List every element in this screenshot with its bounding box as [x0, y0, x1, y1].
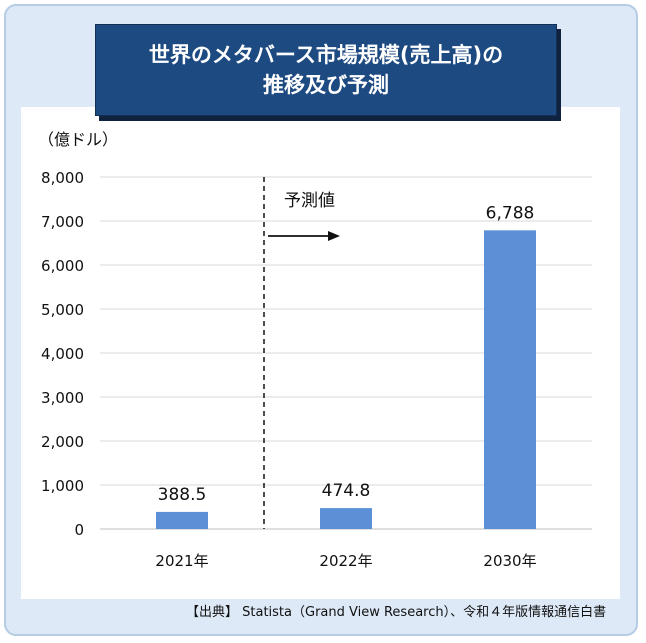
y-tick-label: 8,000 — [41, 169, 84, 187]
x-tick-label: 2021年 — [155, 552, 208, 570]
bar — [484, 230, 536, 529]
y-tick-label: 1,000 — [41, 477, 84, 495]
data-label: 388.5 — [158, 485, 207, 505]
chart-title-line2: 推移及び予測 — [263, 73, 389, 97]
data-label: 6,788 — [486, 203, 535, 223]
y-tick-label: 6,000 — [41, 257, 84, 275]
y-tick-label: 7,000 — [41, 213, 84, 231]
x-tick-label: 2022年 — [319, 552, 372, 570]
source-note: 【出典】 Statista（Grand View Research）、令和４年版… — [186, 605, 607, 620]
x-tick-label: 2030年 — [483, 552, 536, 570]
y-axis-unit-label: （億ドル） — [38, 130, 118, 149]
y-tick-label: 5,000 — [41, 301, 84, 319]
forecast-arrow-head-icon — [328, 231, 340, 241]
bar — [156, 511, 208, 529]
chart-title-line1: 世界のメタバース市場規模(売上高)の — [148, 43, 504, 67]
y-tick-label: 3,000 — [41, 389, 84, 407]
chart-title-box: 世界のメタバース市場規模(売上高)の 推移及び予測 — [95, 24, 557, 116]
data-label: 474.8 — [322, 481, 371, 501]
y-tick-label: 0 — [74, 521, 84, 539]
bar — [320, 508, 372, 529]
y-tick-label: 4,000 — [41, 345, 84, 363]
y-tick-label: 2,000 — [41, 433, 84, 451]
forecast-annotation-label: 予測値 — [284, 191, 335, 211]
